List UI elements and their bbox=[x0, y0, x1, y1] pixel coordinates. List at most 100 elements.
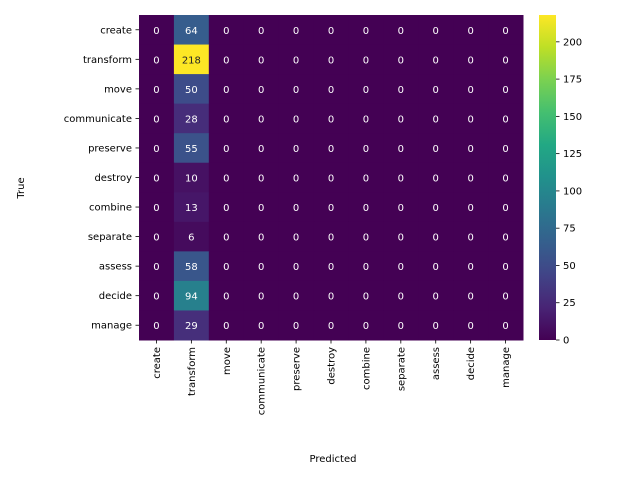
heatmap-cell bbox=[313, 15, 349, 46]
cell-value-label: 0 bbox=[258, 26, 264, 37]
cell-value-label: 0 bbox=[467, 55, 473, 66]
cell-value-label: 0 bbox=[223, 233, 229, 244]
heatmap-cell bbox=[383, 44, 419, 75]
heatmap-cell bbox=[383, 221, 419, 252]
colorbar-tick-label: 0 bbox=[563, 336, 569, 347]
cell-value-label: 0 bbox=[433, 144, 439, 155]
heatmap-cell bbox=[243, 44, 280, 75]
heatmap-cell bbox=[418, 221, 454, 252]
cell-value-label: 0 bbox=[467, 144, 473, 155]
cell-value-label: 0 bbox=[502, 144, 508, 155]
heatmap-cell bbox=[348, 44, 384, 75]
heatmap-cell bbox=[243, 74, 280, 105]
heatmap-cell bbox=[348, 192, 384, 223]
heatmap-cell bbox=[418, 133, 454, 164]
cell-value-label: 0 bbox=[153, 85, 159, 96]
heatmap-cell bbox=[488, 251, 524, 282]
cell-value-label: 0 bbox=[363, 85, 369, 96]
cell-value-label: 28 bbox=[185, 114, 198, 125]
cell-value-label: 0 bbox=[433, 55, 439, 66]
cell-value-label: 0 bbox=[293, 26, 299, 37]
heatmap-cell bbox=[488, 15, 524, 46]
cell-value-label: 10 bbox=[185, 174, 198, 185]
cell-value-label: 0 bbox=[363, 321, 369, 332]
cell-value-label: 0 bbox=[223, 114, 229, 125]
cell-value-label: 0 bbox=[258, 144, 264, 155]
heatmap-cell bbox=[139, 310, 175, 341]
heatmap-cell bbox=[173, 74, 210, 105]
cell-value-label: 0 bbox=[293, 203, 299, 214]
cell-value-label: 0 bbox=[363, 55, 369, 66]
cell-value-label: 0 bbox=[363, 26, 369, 37]
cell-value-label: 0 bbox=[433, 26, 439, 37]
heatmap-cell bbox=[453, 221, 489, 252]
colorbar-tick-label: 175 bbox=[563, 75, 582, 86]
cell-value-label: 0 bbox=[328, 321, 334, 332]
y-tick-label: assess bbox=[99, 262, 132, 273]
colorbar-tick-label: 50 bbox=[563, 261, 576, 272]
cell-value-label: 0 bbox=[223, 203, 229, 214]
heatmap-cell bbox=[173, 162, 210, 193]
heatmap-cell bbox=[453, 192, 489, 223]
heatmap-cell bbox=[453, 280, 489, 311]
cell-value-label: 0 bbox=[433, 174, 439, 185]
heatmap-cell bbox=[453, 74, 489, 105]
heatmap-cell bbox=[418, 192, 454, 223]
heatmap-cell bbox=[383, 251, 419, 282]
cell-value-label: 0 bbox=[363, 262, 369, 273]
cell-value-label: 0 bbox=[258, 55, 264, 66]
colorbar-tick-label: 125 bbox=[563, 149, 582, 160]
heatmap-cell bbox=[139, 133, 175, 164]
cell-value-label: 0 bbox=[467, 321, 473, 332]
cell-value-label: 0 bbox=[398, 233, 404, 244]
heatmap-cell bbox=[313, 162, 349, 193]
heatmap-cell bbox=[348, 74, 384, 105]
heatmap-cell bbox=[208, 310, 245, 341]
cell-value-label: 0 bbox=[502, 321, 508, 332]
cell-value-label: 0 bbox=[398, 55, 404, 66]
cell-value-label: 0 bbox=[433, 262, 439, 273]
y-tick-label: communicate bbox=[64, 114, 132, 125]
heatmap-cell bbox=[278, 133, 315, 164]
cell-value-label: 0 bbox=[153, 55, 159, 66]
cell-value-label: 0 bbox=[467, 114, 473, 125]
colorbar-tick-label: 150 bbox=[563, 112, 582, 123]
heatmap-cell bbox=[173, 15, 210, 46]
heatmap-cell bbox=[173, 192, 210, 223]
heatmap-cell bbox=[383, 74, 419, 105]
cell-value-label: 0 bbox=[223, 292, 229, 303]
heatmap-cell bbox=[208, 103, 245, 134]
cell-value-label: 0 bbox=[328, 174, 334, 185]
y-tick-label: transform bbox=[83, 55, 132, 66]
y-axis-title: True bbox=[16, 177, 27, 199]
cell-value-label: 0 bbox=[293, 262, 299, 273]
cell-value-label: 0 bbox=[258, 85, 264, 96]
heatmap-cell bbox=[173, 221, 210, 252]
cell-value-label: 0 bbox=[328, 262, 334, 273]
heatmap-cell bbox=[243, 133, 280, 164]
cell-value-label: 0 bbox=[398, 203, 404, 214]
heatmap-cell bbox=[173, 103, 210, 134]
x-tick-label: decide bbox=[466, 347, 477, 380]
heatmap-cell bbox=[453, 251, 489, 282]
cell-value-label: 0 bbox=[398, 174, 404, 185]
cell-value-label: 0 bbox=[398, 114, 404, 125]
x-tick-label: transform bbox=[187, 347, 198, 396]
heatmap-cell bbox=[383, 280, 419, 311]
heatmap-cell bbox=[313, 280, 349, 311]
heatmap-cell bbox=[173, 44, 210, 75]
y-tick-label: preserve bbox=[88, 143, 132, 154]
cell-value-label: 0 bbox=[328, 114, 334, 125]
cell-value-label: 0 bbox=[258, 292, 264, 303]
heatmap-cell bbox=[278, 221, 315, 252]
cell-value-label: 0 bbox=[502, 114, 508, 125]
x-axis-title: Predicted bbox=[310, 454, 357, 465]
heatmap-cell bbox=[208, 133, 245, 164]
heatmap-cell bbox=[278, 162, 315, 193]
cell-value-label: 0 bbox=[293, 174, 299, 185]
cell-value-label: 0 bbox=[467, 292, 473, 303]
cell-value-label: 0 bbox=[293, 144, 299, 155]
cell-value-label: 0 bbox=[502, 85, 508, 96]
cell-value-label: 50 bbox=[185, 85, 198, 96]
heatmap-cell bbox=[173, 310, 210, 341]
